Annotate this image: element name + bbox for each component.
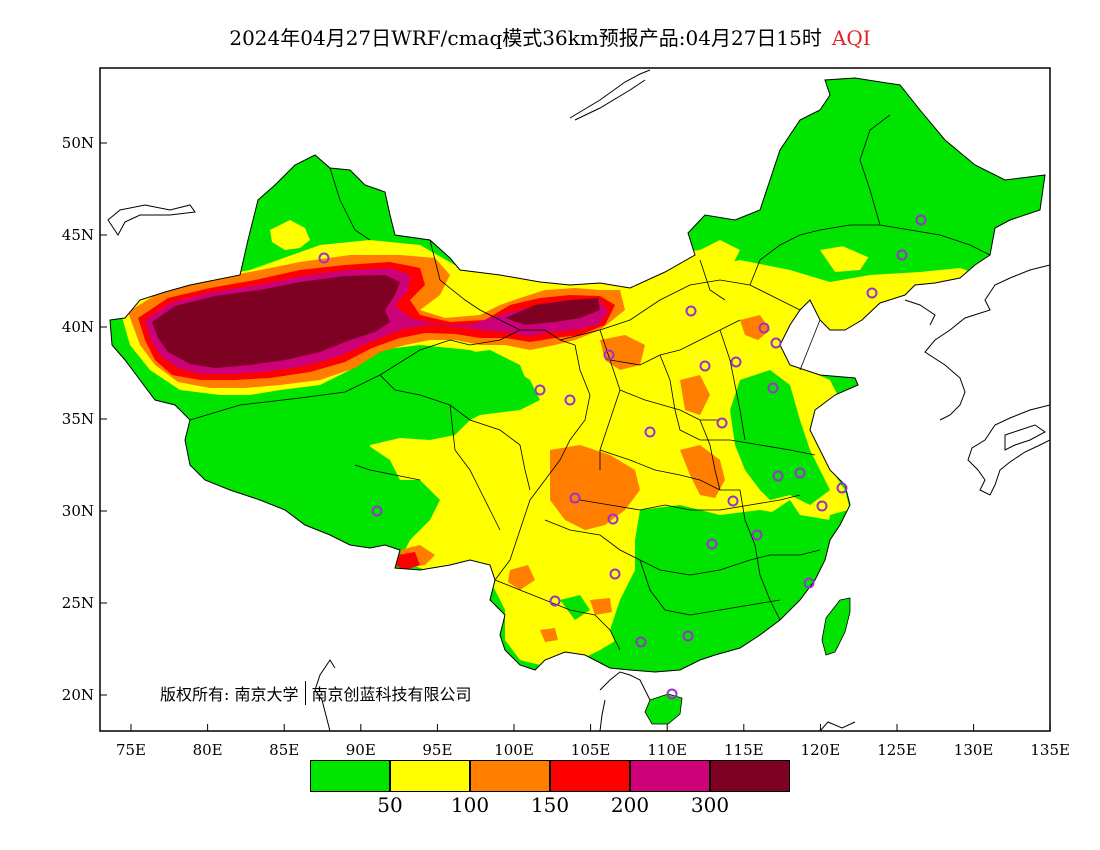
station-marker — [549, 595, 561, 607]
legend-swatch — [390, 760, 470, 792]
station-marker — [371, 505, 383, 517]
map-title: 2024年04月27日WRF/cmaq模式36km预报产品:04月27日15时 A… — [0, 22, 1100, 51]
title-variable: AQI — [831, 26, 871, 50]
station-marker — [730, 356, 742, 368]
legend-label: 300 — [690, 793, 730, 817]
station-marker — [727, 495, 739, 507]
legend-swatch — [710, 760, 790, 792]
copyright-notice: 版权所有: 南京大学 南京创蓝科技有限公司 — [160, 681, 472, 705]
legend-swatch — [550, 760, 630, 792]
station-marker — [607, 513, 619, 525]
legend-swatch — [310, 760, 390, 792]
station-marker — [751, 529, 763, 541]
neighbour-coastlines — [107, 69, 1050, 731]
hainan-island — [644, 693, 683, 725]
station-marker — [767, 382, 779, 394]
station-marker — [770, 337, 782, 349]
lon-tick-label: 105E — [571, 741, 611, 759]
station-marker — [794, 467, 806, 479]
boundaries — [109, 77, 1046, 673]
lon-tick-label: 120E — [801, 741, 841, 759]
lon-tick-label: 90E — [346, 741, 376, 759]
station-marker — [682, 630, 694, 642]
station-marker — [564, 394, 576, 406]
lon-tick-label: 135E — [1030, 741, 1070, 759]
lon-tick-label: 80E — [193, 741, 223, 759]
legend-label: 100 — [450, 793, 490, 817]
station-marker — [716, 417, 728, 429]
lat-tick-label: 35N — [62, 410, 94, 428]
station-marker — [803, 577, 815, 589]
station-marker — [569, 492, 581, 504]
lon-tick-label: 75E — [116, 741, 146, 759]
copyright-prefix: 版权所有: — [160, 685, 230, 704]
lat-tick-label: 45N — [62, 226, 94, 244]
title-text: 2024年04月27日WRF/cmaq模式36km预报产品:04月27日15时 — [229, 26, 822, 50]
lon-tick-label: 125E — [877, 741, 917, 759]
station-marker — [706, 538, 718, 550]
station-marker — [666, 688, 678, 700]
lon-tick-label: 110E — [647, 741, 687, 759]
station-marker — [772, 470, 784, 482]
lat-tick-label: 25N — [62, 594, 94, 612]
copyright-owner-2: 南京创蓝科技有限公司 — [311, 685, 472, 704]
station-marker — [685, 305, 697, 317]
station-marker — [915, 214, 927, 226]
legend-label: 50 — [377, 793, 403, 817]
legend-label: 150 — [530, 793, 570, 817]
station-marker — [644, 426, 656, 438]
lat-tick-label: 20N — [62, 686, 94, 704]
lon-tick-label: 85E — [269, 741, 299, 759]
station-marker — [534, 384, 546, 396]
lon-tick-label: 115E — [724, 741, 764, 759]
station-marker — [635, 636, 647, 648]
station-marker — [836, 482, 848, 494]
longitude-axis: 75E 80E 85E 90E 95E 100E 105E 110E 115E 120E 125E 1… — [116, 724, 1070, 759]
station-marker — [318, 252, 330, 264]
station-markers — [318, 214, 927, 700]
station-marker — [896, 249, 908, 261]
lat-tick-label: 30N — [62, 502, 94, 520]
legend-swatch — [630, 760, 710, 792]
station-marker — [866, 287, 878, 299]
legend-swatch — [470, 760, 550, 792]
lat-tick-label: 50N — [62, 134, 94, 152]
copyright-owner-1: 南京大学 — [234, 685, 299, 704]
station-marker — [609, 568, 621, 580]
lon-tick-label: 95E — [422, 741, 452, 759]
lon-tick-label: 100E — [494, 741, 534, 759]
latitude-axis: 50N 45N 40N 35N 30N 25N 20N — [62, 134, 107, 704]
lat-tick-label: 40N — [62, 318, 94, 336]
station-marker — [758, 322, 770, 334]
legend-label: 200 — [610, 793, 650, 817]
lon-tick-label: 130E — [954, 741, 994, 759]
station-marker — [699, 360, 711, 372]
taiwan-island — [821, 597, 851, 656]
station-marker — [603, 349, 615, 361]
copyright-separator — [304, 681, 306, 705]
station-marker — [816, 500, 828, 512]
